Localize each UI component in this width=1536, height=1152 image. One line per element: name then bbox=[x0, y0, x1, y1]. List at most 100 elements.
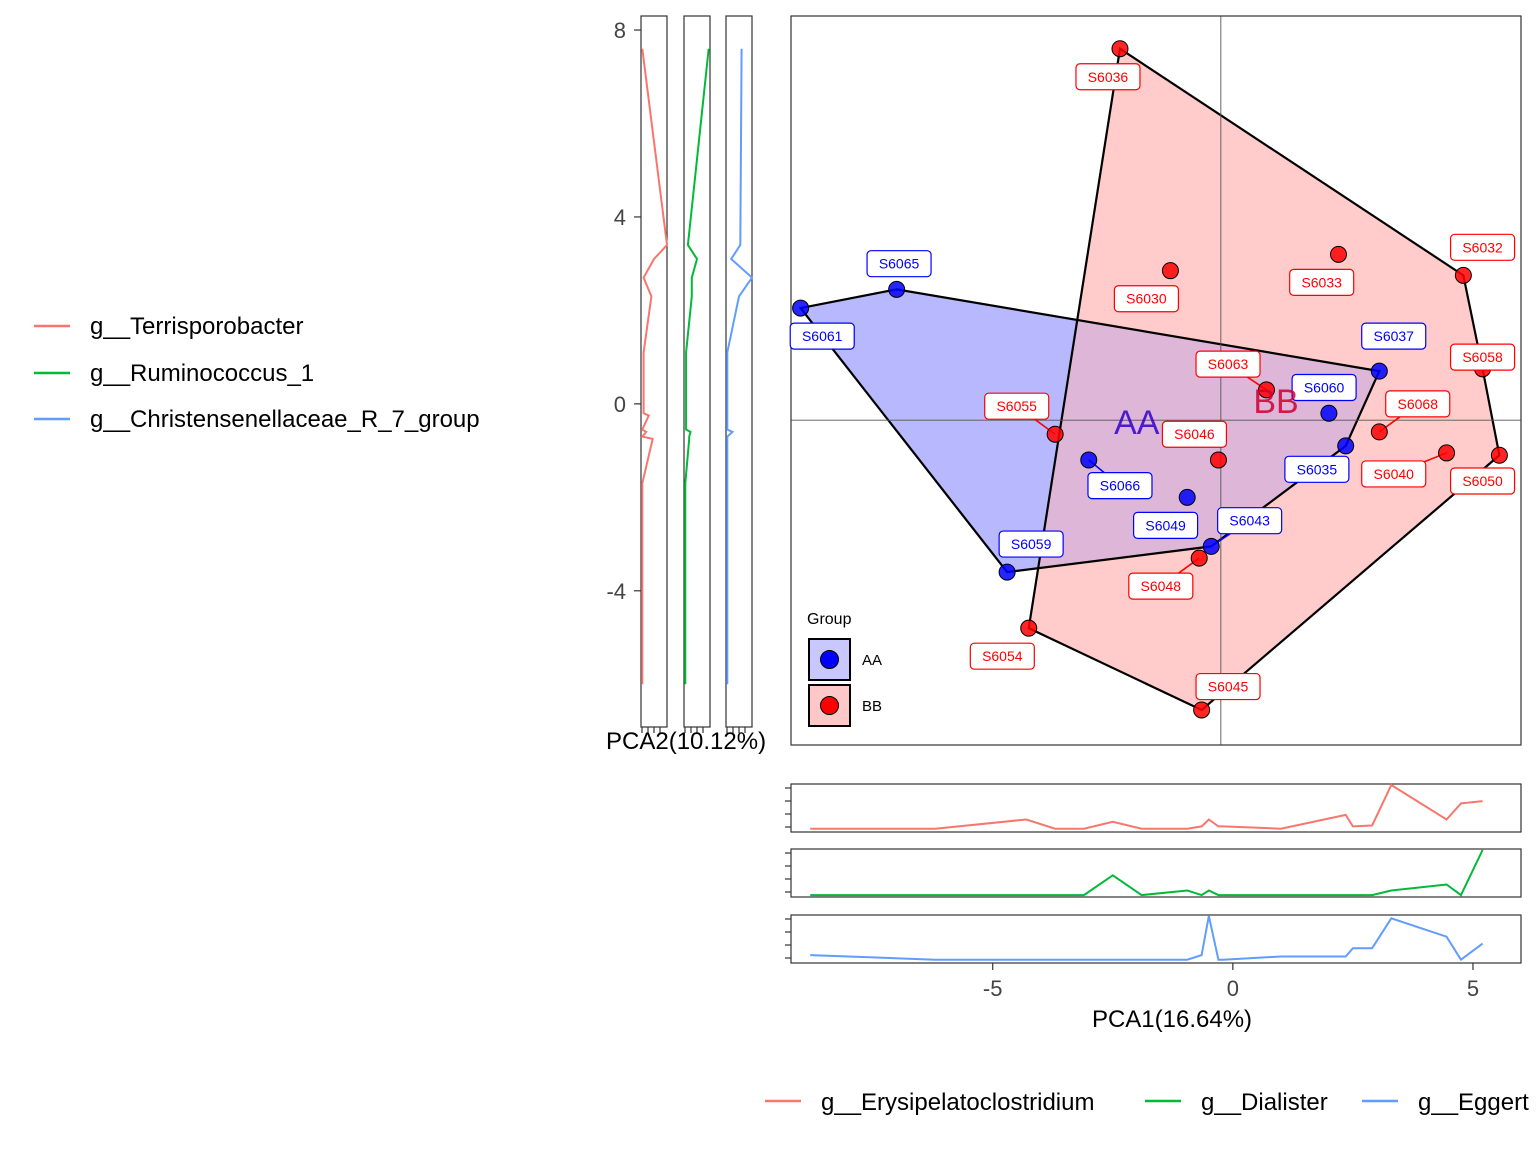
left-marginal-panels: -4 0 4 8 bbox=[606, 15, 754, 733]
bottom-panel-line bbox=[810, 849, 1484, 897]
bottom-panel-line bbox=[810, 783, 1483, 830]
sample-label-box bbox=[1113, 285, 1179, 313]
sample-point bbox=[1111, 40, 1129, 58]
legend-label-eggert: g__Eggert bbox=[1418, 1089, 1529, 1116]
sample-label: S6040 bbox=[1373, 466, 1414, 482]
sample-label-box bbox=[1284, 455, 1350, 483]
x-axis: -5 0 5 bbox=[983, 963, 1479, 1001]
sample-point bbox=[1370, 423, 1388, 441]
left-panel-frame bbox=[640, 15, 668, 728]
sample-label: S6033 bbox=[1301, 274, 1342, 290]
sample-label: S6030 bbox=[1126, 291, 1167, 307]
sample-point bbox=[1161, 262, 1179, 280]
sample-point bbox=[792, 299, 810, 317]
sample-label: S6068 bbox=[1398, 396, 1439, 412]
legend-label-christensenellaceae: g__Christensenellaceae_R_7_group bbox=[90, 406, 480, 433]
bottom-panel-frame bbox=[790, 848, 1522, 898]
sample-label: S6045 bbox=[1208, 679, 1249, 695]
left-panel-line bbox=[640, 48, 669, 685]
sample-point bbox=[1257, 381, 1275, 399]
sample-label-box bbox=[789, 322, 855, 350]
legend-label-ruminococcus: g__Ruminococcus_1 bbox=[90, 360, 314, 387]
sample-label: S6063 bbox=[1208, 356, 1249, 372]
x-tick-label: 0 bbox=[1227, 976, 1239, 1001]
left-panel-line bbox=[726, 48, 754, 685]
sample-label-box bbox=[1361, 322, 1427, 350]
sample-point bbox=[1046, 425, 1064, 443]
sample-label-box bbox=[1195, 350, 1261, 378]
sample-label-box bbox=[1449, 233, 1516, 261]
bottom-legend: g__Erysipelatoclostridium g__Dialister g… bbox=[765, 1089, 1529, 1116]
sample-point bbox=[1330, 245, 1347, 263]
left-legend: g__Terrisporobacter g__Ruminococcus_1 g_… bbox=[34, 313, 480, 433]
sample-point bbox=[1178, 488, 1196, 506]
x-axis-title: PCA1(16.64%) bbox=[1092, 1006, 1252, 1033]
group-legend-label-bb: BB bbox=[862, 698, 882, 715]
sample-point bbox=[1337, 437, 1355, 455]
sample-point bbox=[1080, 451, 1098, 469]
sample-label: S6037 bbox=[1373, 328, 1414, 344]
sample-label-box bbox=[1385, 390, 1451, 418]
bottom-panel-line bbox=[810, 915, 1484, 962]
sample-label: S6048 bbox=[1141, 578, 1182, 594]
bottom-panel-frame bbox=[790, 783, 1522, 833]
x-tick-label: 5 bbox=[1467, 976, 1479, 1001]
group-label-bb: BB bbox=[1253, 383, 1298, 421]
sample-label-box bbox=[1449, 343, 1516, 371]
left-panel-frame bbox=[683, 15, 711, 728]
sample-label: S6049 bbox=[1145, 517, 1186, 533]
sample-label-box bbox=[998, 530, 1064, 558]
y-tick-label: 8 bbox=[614, 18, 626, 43]
sample-label-box bbox=[984, 392, 1050, 420]
sample-label: S6043 bbox=[1229, 513, 1270, 529]
y-tick-label: 0 bbox=[614, 392, 626, 417]
sample-label: S6054 bbox=[982, 648, 1023, 664]
sample-label: S6035 bbox=[1297, 461, 1338, 477]
sample-label: S6065 bbox=[879, 256, 920, 272]
y-tick-label: 4 bbox=[614, 205, 626, 230]
sample-label-box bbox=[1195, 672, 1261, 701]
sample-label: S6046 bbox=[1174, 426, 1215, 442]
legend-label-terrisporobacter: g__Terrisporobacter bbox=[90, 313, 303, 340]
sample-label-box bbox=[1361, 460, 1427, 488]
sample-label: S6055 bbox=[996, 398, 1037, 414]
group-legend: Group AA BB bbox=[807, 611, 882, 727]
sample-label-box bbox=[1289, 268, 1355, 296]
sample-point bbox=[1438, 444, 1456, 462]
sample-label-box bbox=[1449, 467, 1516, 495]
sample-point bbox=[1190, 549, 1208, 567]
sample-point bbox=[1490, 446, 1508, 464]
sample-point bbox=[1209, 451, 1227, 469]
sample-label: S6059 bbox=[1011, 536, 1052, 552]
sample-point bbox=[1202, 537, 1220, 555]
sample-point bbox=[1320, 404, 1338, 422]
group-legend-title: Group bbox=[807, 611, 852, 628]
sample-label: S6036 bbox=[1088, 69, 1129, 85]
sample-point bbox=[1020, 619, 1038, 637]
sample-label: S6058 bbox=[1462, 349, 1503, 365]
sample-label-box bbox=[1128, 572, 1194, 600]
group-legend-label-aa: AA bbox=[862, 652, 882, 669]
left-panel-line bbox=[684, 48, 710, 685]
left-panel-frame bbox=[725, 15, 753, 728]
sample-label: S6061 bbox=[802, 328, 843, 344]
hull-fill-bb bbox=[1028, 48, 1500, 710]
sample-label: S6060 bbox=[1304, 380, 1345, 396]
sample-label: S6050 bbox=[1462, 473, 1503, 489]
sample-point bbox=[1370, 362, 1388, 380]
sample-label-box bbox=[1161, 420, 1228, 448]
group-label-aa: AA bbox=[1114, 404, 1160, 442]
y-tick-label: -4 bbox=[606, 579, 626, 604]
sample-point bbox=[1454, 266, 1472, 284]
sample-label-box bbox=[1133, 511, 1199, 539]
sample-label-box bbox=[1291, 373, 1357, 402]
main-panel-border bbox=[790, 15, 1522, 746]
legend-label-erysipelatoclostridium: g__Erysipelatoclostridium bbox=[821, 1089, 1094, 1116]
sample-label: S6032 bbox=[1462, 239, 1503, 255]
sample-label: S6066 bbox=[1100, 478, 1141, 494]
sample-point bbox=[888, 280, 906, 298]
bottom-marginal-panels bbox=[785, 783, 1522, 964]
sample-label-box bbox=[969, 642, 1035, 670]
y-axis-title: PCA2(10.12%) bbox=[606, 728, 766, 755]
